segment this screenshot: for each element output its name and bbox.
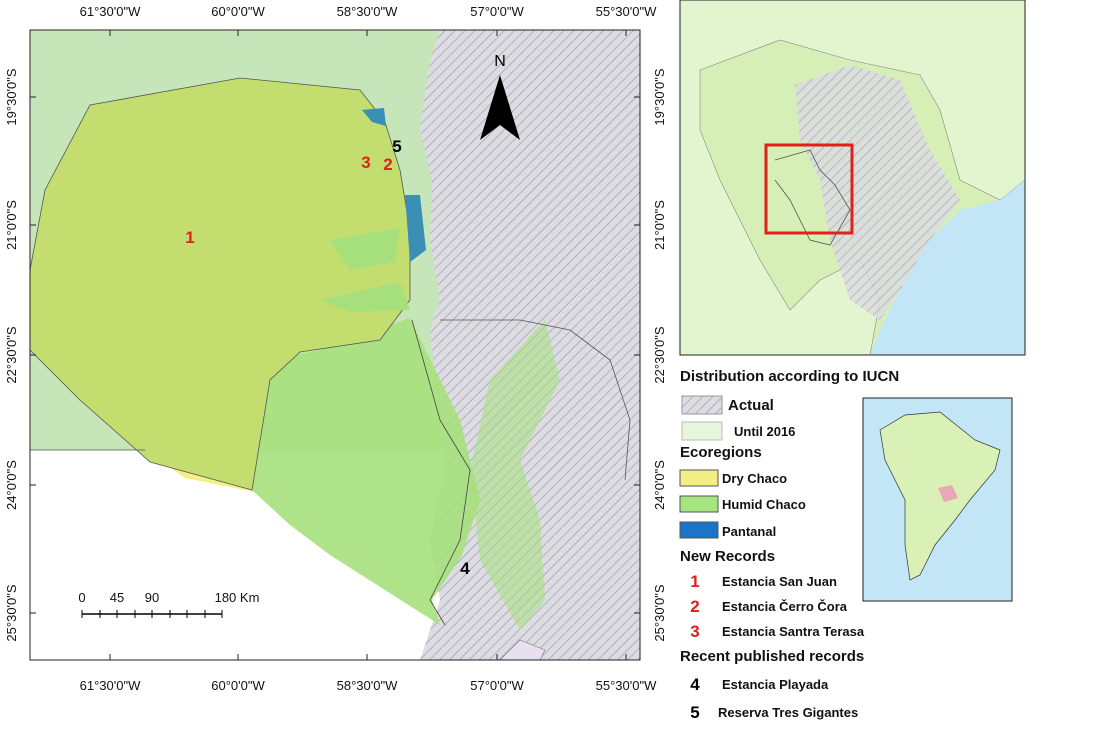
paraguay-chaco xyxy=(30,77,411,491)
latitude-label: 22°30'0"S xyxy=(652,326,667,383)
longitude-label: 57°0'0"W xyxy=(470,678,524,693)
legend-label: Estancia San Juan xyxy=(722,574,837,589)
legend-swatch xyxy=(679,521,719,539)
study-area-box xyxy=(764,143,854,235)
inset-frame xyxy=(679,0,1026,356)
latitude-label: 25°30'0"S xyxy=(4,584,19,641)
latitude-label: 21°0'0"S xyxy=(4,200,19,250)
latitude-label: 24°0'0"S xyxy=(4,460,19,510)
legend-swatch xyxy=(681,421,723,441)
latitude-label: 19°30'0"S xyxy=(4,68,19,125)
humid-chaco xyxy=(320,282,410,312)
latitude-label: 22°30'0"S xyxy=(4,326,19,383)
longitude-label: 58°30'0"W xyxy=(337,4,398,19)
legend-number: 3 xyxy=(690,622,699,641)
longitude-label: 55°30'0"W xyxy=(596,678,657,693)
legend-number: 2 xyxy=(690,597,699,616)
record-label: 1 xyxy=(185,228,194,247)
longitude-label: 57°0'0"W xyxy=(470,4,524,19)
legend-label: Estancia Čerro Čora xyxy=(722,599,848,614)
legend-number: 5 xyxy=(690,703,699,722)
legend-number: 1 xyxy=(690,572,699,591)
north-label: N xyxy=(494,53,506,70)
continent-inset xyxy=(862,397,1013,602)
legend-title: New Records xyxy=(680,548,775,565)
legend-label: Dry Chaco xyxy=(722,471,787,486)
scale-label: 180 Km xyxy=(215,590,260,605)
legend-swatch xyxy=(679,469,719,487)
legend-label: Pantanal xyxy=(722,524,776,539)
boundary xyxy=(440,319,631,481)
record-label: 5 xyxy=(392,137,401,156)
legend-label: Reserva Tres Gigantes xyxy=(718,705,858,720)
legend-title: Ecoregions xyxy=(680,444,762,461)
pantanal xyxy=(362,108,386,126)
legend-label: Estancia Playada xyxy=(722,677,829,692)
legend-title: Distribution according to IUCN xyxy=(680,368,899,385)
record-label: 2 xyxy=(383,155,392,174)
main-map xyxy=(30,30,640,660)
scale-label: 0 xyxy=(78,590,85,605)
record-label: 3 xyxy=(361,153,370,172)
legend-swatch xyxy=(681,395,723,415)
latitude-label: 24°0'0"S xyxy=(652,460,667,510)
legend-label: Actual xyxy=(728,397,774,414)
legend-swatch xyxy=(679,495,719,513)
legend-label: Until 2016 xyxy=(734,424,795,439)
record-label: 4 xyxy=(460,559,470,578)
humid-chaco xyxy=(470,320,560,630)
longitude-label: 61°30'0"W xyxy=(80,678,141,693)
legend-label: Humid Chaco xyxy=(722,497,806,512)
longitude-label: 55°30'0"W xyxy=(596,4,657,19)
border-area xyxy=(499,639,546,660)
scale-label: 90 xyxy=(145,590,159,605)
humid-chaco xyxy=(330,228,400,270)
legend-number: 4 xyxy=(690,675,700,694)
longitude-label: 60°0'0"W xyxy=(211,678,265,693)
longitude-label: 60°0'0"W xyxy=(211,4,265,19)
longitude-label: 61°30'0"W xyxy=(80,4,141,19)
legend-label: Estancia Santra Terasa xyxy=(722,624,865,639)
humid-chaco xyxy=(252,318,480,625)
north-arrow xyxy=(480,75,520,140)
map-frame xyxy=(29,29,641,661)
legend: Distribution according to IUCN Actual Un… xyxy=(679,368,899,722)
scale-label: 45 xyxy=(110,590,124,605)
river xyxy=(411,319,471,626)
latitude-label: 25°30'0"S xyxy=(652,584,667,641)
scale-bar: 0 45 90 180 Km xyxy=(78,590,260,615)
latitude-label: 21°0'0"S xyxy=(652,200,667,250)
latitude-label: 19°30'0"S xyxy=(652,68,667,125)
longitude-label: 58°30'0"W xyxy=(337,678,398,693)
pantanal xyxy=(405,195,426,262)
legend-title: Recent published records xyxy=(680,648,864,665)
